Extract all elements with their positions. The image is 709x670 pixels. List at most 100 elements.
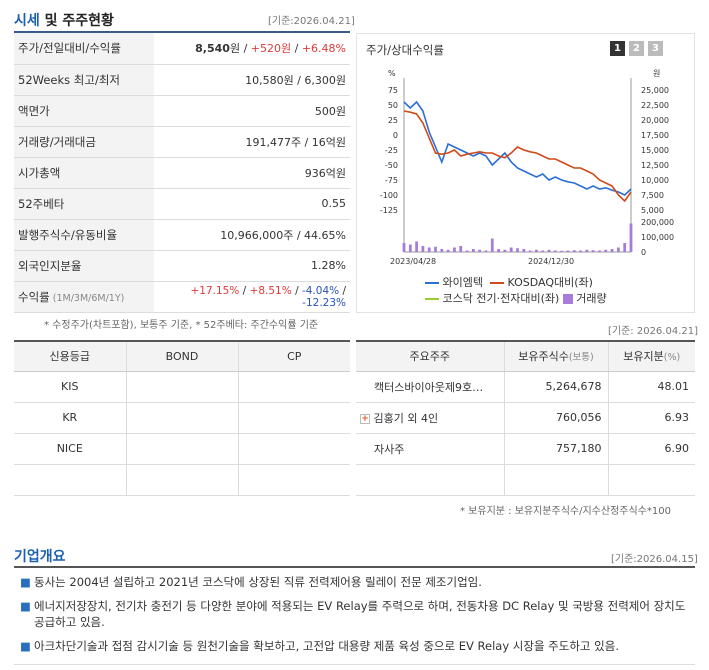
credit-bond [125, 402, 238, 434]
legend-line-icon [425, 298, 439, 300]
credit-row: KR [14, 402, 350, 434]
chart-legend: 와이엠텍 KOSDAQ대비(좌) 코스닥 전기·전자대비(좌) 거래량 [425, 274, 607, 306]
left-axis-tick-label: -125 [380, 206, 398, 215]
bullet-text: 동사는 2004년 설립하고 2021년 코스닥에 상장된 직류 전력제어용 릴… [34, 575, 482, 589]
credit-rating-table: 신용등급 BOND CP KIS KR NICE [14, 342, 350, 496]
holders-header-pct: 보유지분(%) [607, 342, 695, 372]
volume-bar [490, 238, 494, 252]
holder-name: 캑터스바이아웃제9호… [356, 371, 504, 403]
volume-bar [610, 249, 614, 252]
chart-tab-3[interactable]: 3 [648, 41, 663, 56]
quote-value: 500원 [154, 95, 350, 127]
volume-bar [598, 250, 601, 252]
legend-label: 와이엠텍 [442, 276, 483, 289]
credit-agency [14, 464, 126, 496]
quote-label: 주가/전일대비/수익률 [14, 33, 154, 65]
volume-bar [579, 250, 582, 252]
return-sep: / [342, 284, 346, 297]
quote-label: 거래량/거래대금 [14, 126, 154, 158]
price-change: +520원 [250, 42, 292, 56]
holder-row: + 김홍기 외 4인 760,056 6.93 [356, 402, 695, 434]
legend-item-kosdaq: KOSDAQ대비(좌) [489, 276, 593, 289]
bullet-icon: ■ [20, 575, 31, 589]
credit-bond [125, 433, 238, 465]
left-axis-tick-label: 25 [388, 116, 398, 125]
expand-plus-icon[interactable]: + [360, 413, 370, 424]
volume-bar [522, 249, 526, 252]
return-6m: -4.04% [301, 284, 340, 297]
holder-name-cell: + 김홍기 외 4인 [356, 402, 504, 434]
volume-bar [585, 249, 589, 252]
holders-header-shares: 보유주식수(보통) [503, 342, 608, 372]
section-title-quote-main: 시세 [14, 13, 40, 29]
chart-tab-1[interactable]: 1 [610, 41, 625, 56]
quote-row: 52Weeks 최고/최저 10,580원 / 6,300원 [14, 64, 350, 96]
volume-bar [434, 246, 437, 252]
bullet-icon: ■ [20, 599, 31, 613]
credit-header-row: 신용등급 BOND CP [14, 342, 350, 372]
left-axis-tick-label: -100 [380, 191, 398, 200]
legend-line-icon [425, 282, 439, 284]
legend-label: 거래량 [576, 292, 607, 305]
holders-header-pct-label: 보유지분 [623, 350, 664, 364]
volume-bar [541, 250, 545, 252]
holder-name: 자사주 [356, 433, 504, 465]
quote-label: 시가총액 [14, 157, 154, 189]
quote-row: 52주베타 0.55 [14, 188, 350, 220]
quote-row-price: 주가/전일대비/수익률 8,540원 / +520원 / +6.48% [14, 33, 350, 65]
credit-row: KIS [14, 371, 350, 403]
section-title-quote: 시세 및 주주현황 [14, 10, 114, 30]
chart-title: 주가/상대수익률 [366, 43, 444, 57]
quote-row: 외국인지분율 1.28% [14, 250, 350, 282]
volume-bar [509, 247, 513, 252]
holder-row: 캑터스바이아웃제9호… 5,264,678 48.01 [356, 371, 695, 403]
return-sep: / [242, 284, 250, 297]
legend-box-icon [562, 294, 573, 304]
bullet-icon: ■ [20, 639, 31, 653]
volume-bar [553, 250, 557, 252]
left-axis-tick-label: 50 [388, 101, 398, 110]
left-axis-tick-label: -50 [385, 161, 398, 170]
volume-bar [408, 244, 412, 252]
volume-bar [421, 246, 425, 252]
volume-bar [440, 249, 444, 252]
volume-bar [484, 250, 488, 252]
volume-bar [471, 249, 475, 252]
returns-label: 수익률 [18, 289, 50, 304]
holder-name[interactable]: 김홍기 외 4인 [373, 411, 439, 425]
credit-agency: NICE [14, 433, 126, 465]
quote-row: 거래량/거래대금 191,477주 / 16억원 [14, 126, 350, 158]
quote-value: 936억원 [154, 157, 350, 189]
volume-bar [459, 246, 463, 252]
right-axis-tick-label: 20,000 [641, 116, 669, 125]
price-unit: 원 [229, 42, 241, 56]
quote-value: 10,580원 / 6,300원 [154, 64, 350, 96]
holders-footnote: * 보유지분 : 보유지분주식수/지수산정주식수*100 [460, 506, 671, 517]
holders-header-row: 주요주주 보유주식수(보통) 보유지분(%) [356, 342, 695, 372]
holders-date-stamp: [기준: 2026.04.21] [608, 326, 699, 337]
quote-value-price: 8,540원 / +520원 / +6.48% [154, 33, 350, 65]
credit-row [14, 464, 350, 496]
quote-row: 액면가 500원 [14, 95, 350, 127]
volume-bar [547, 249, 551, 252]
legend-label: KOSDAQ대비(좌) [507, 276, 593, 289]
quote-value: 0.55 [154, 188, 350, 220]
major-holders-table: 주요주주 보유주식수(보통) 보유지분(%) 캑터스바이아웃제9호… 5,264… [356, 342, 695, 496]
volume-bar [617, 247, 620, 252]
credit-agency: KIS [14, 371, 126, 403]
volume-bar [604, 249, 608, 252]
quote-top-border [14, 31, 350, 33]
holder-empty [607, 464, 695, 496]
right-axis-tick-label: 12,500 [641, 161, 669, 170]
legend-item-sector: 코스닥 전기·전자대비(좌) [425, 292, 559, 305]
left-axis-tick-label: -75 [385, 176, 398, 185]
left-axis-tick-label: -25 [385, 146, 398, 155]
volume-bar [497, 249, 500, 252]
company-bottom-border [14, 664, 695, 665]
bullet-text: 아크차단기술과 접점 감시기술 등 원천기술을 확보하고, 고전압 대용량 제품… [34, 639, 619, 653]
legend-label: 코스닥 전기·전자대비(좌) [442, 292, 560, 305]
volume-bar [465, 250, 469, 252]
quote-table: 주가/전일대비/수익률 8,540원 / +520원 / +6.48% 52We… [14, 33, 350, 313]
holders-header-shares-suffix: (보통) [568, 352, 594, 364]
chart-tab-2[interactable]: 2 [629, 41, 644, 56]
